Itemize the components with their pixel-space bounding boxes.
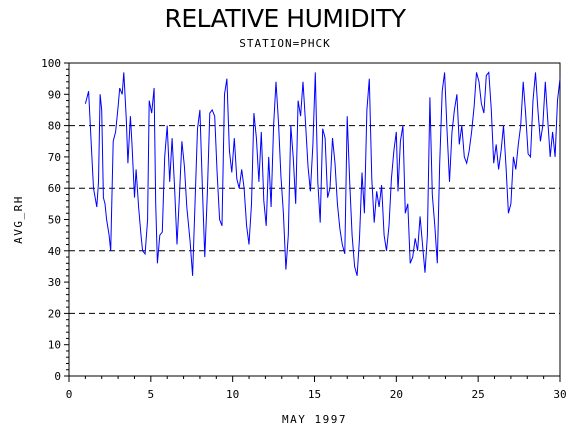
y-axis-title: AVG_RH [12, 195, 25, 244]
y-tick-label-40: 40 [48, 245, 61, 258]
chart-subtitle: STATION=PHCK [239, 37, 331, 50]
y-tick-label-10: 10 [48, 339, 61, 352]
y-tick-label-30: 30 [48, 276, 61, 289]
y-tick-label-100: 100 [41, 57, 61, 70]
x-tick-label-15: 15 [308, 388, 321, 401]
x-tick-label-25: 25 [472, 388, 485, 401]
y-tick-label-60: 60 [48, 182, 61, 195]
chart-title: RELATIVE HUMIDITY [164, 4, 406, 33]
y-tick-label-50: 50 [48, 214, 61, 227]
x-tick-label-20: 20 [390, 388, 403, 401]
y-tick-label-90: 90 [48, 88, 61, 101]
series-line-avg-rh [84, 71, 561, 276]
x-tick-label-5: 5 [148, 388, 155, 401]
x-tick-label-10: 10 [226, 388, 239, 401]
x-axis-title: MAY 1997 [282, 413, 347, 426]
y-tick-label-70: 70 [48, 151, 61, 164]
y-axis: 0 10 20 30 40 50 60 70 80 90 100 [41, 57, 69, 383]
x-axis: 0 5 10 15 20 25 30 [66, 376, 567, 401]
y-tick-label-0: 0 [54, 370, 61, 383]
y-tick-label-20: 20 [48, 307, 61, 320]
x-tick-label-30: 30 [553, 388, 566, 401]
x-tick-label-0: 0 [66, 388, 73, 401]
y-tick-label-80: 80 [48, 120, 61, 133]
